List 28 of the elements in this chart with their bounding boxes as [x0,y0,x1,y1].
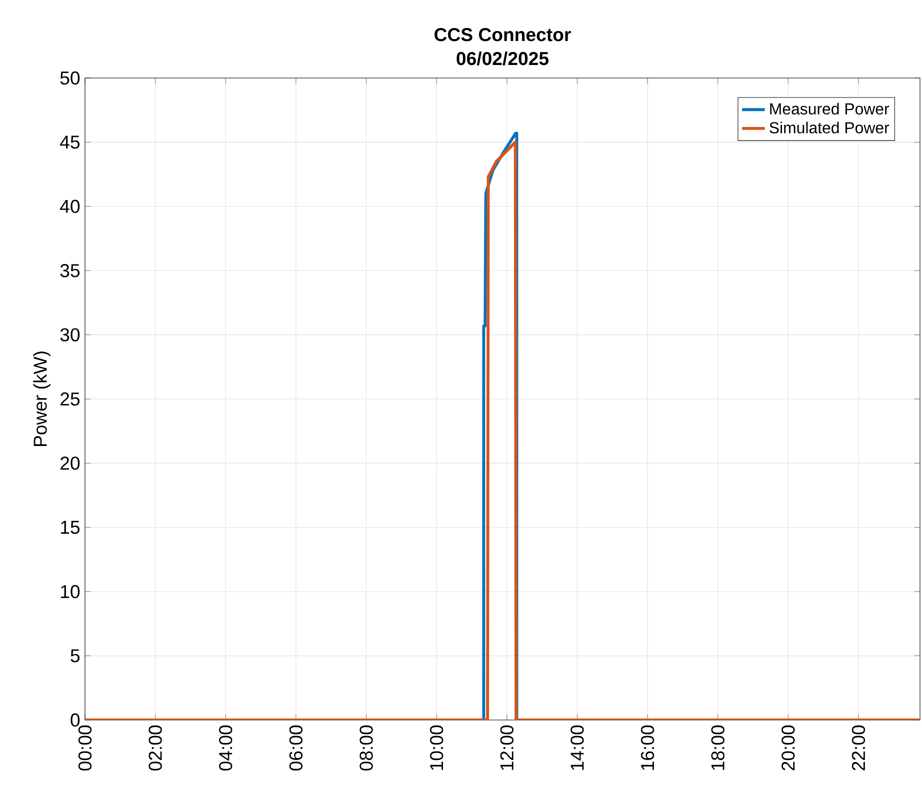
y-tick-label: 30 [60,328,80,342]
x-tick-label: 04:00 [219,725,232,770]
x-tick-label: 20:00 [782,725,795,770]
y-tick-label: 15 [61,520,80,534]
chart-subtitle: 06/02/2025 [456,51,549,66]
y-tick-label: 20 [60,456,80,470]
x-tick-label: 06:00 [289,725,303,770]
legend-label: Measured Power [770,102,890,115]
x-tick-label: 12:00 [500,725,514,770]
x-tick-label: 22:00 [852,725,866,770]
y-axis-title: Power (kW) [33,352,51,446]
y-tick-label: 45 [60,136,80,149]
y-tick-label: 5 [70,649,80,662]
x-tick-label: 14:00 [570,725,584,770]
x-tick-label: 08:00 [360,725,373,770]
legend-label: Simulated Power [770,122,890,134]
y-tick-label: 10 [61,585,80,598]
chart-title: CCS Connector [434,28,571,42]
x-tick-label: 02:00 [148,725,162,770]
y-tick-label: 25 [60,392,80,406]
y-tick-label: 40 [60,200,80,213]
x-tick-label: 18:00 [711,725,724,770]
x-tick-label: 00:00 [78,725,92,770]
y-tick-label: 50 [60,71,80,85]
x-tick-label: 10:00 [430,725,444,770]
x-tick-label: 16:00 [640,725,654,770]
y-tick-label: 0 [70,713,80,727]
y-tick-label: 35 [60,264,80,278]
